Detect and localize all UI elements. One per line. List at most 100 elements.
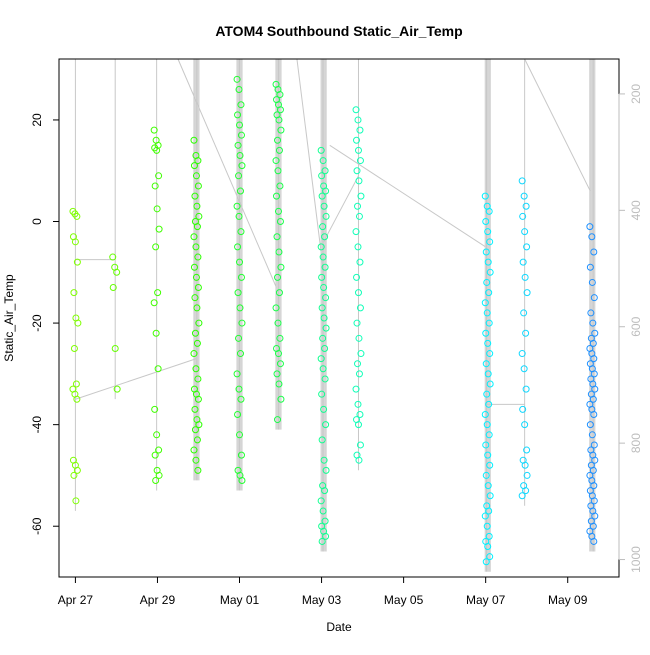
data-point	[192, 365, 200, 373]
data-point	[356, 304, 364, 312]
data-point	[274, 319, 282, 327]
data-point	[274, 207, 282, 215]
data-point	[352, 228, 360, 236]
data-point	[486, 380, 494, 388]
data-point	[191, 329, 199, 337]
data-point	[319, 507, 327, 515]
data-point	[589, 395, 597, 403]
data-point	[485, 289, 493, 297]
data-point	[73, 466, 81, 474]
data-point	[482, 441, 490, 449]
x-tick-label: May 01	[220, 593, 260, 607]
data-point	[155, 446, 163, 454]
data-point	[484, 228, 492, 236]
chart-title: ATOM4 Southbound Static_Air_Temp	[215, 23, 462, 39]
data-point	[520, 309, 528, 317]
data-point	[190, 263, 198, 271]
data-point	[482, 248, 490, 256]
y2-tick-label: 800	[629, 433, 643, 453]
data-point	[586, 263, 594, 271]
data-point	[193, 223, 201, 231]
data-point	[484, 482, 492, 490]
data-point	[590, 410, 598, 418]
data-point	[70, 344, 78, 352]
data-point	[151, 182, 159, 190]
data-point	[521, 461, 529, 469]
y2-tick-label: 1000	[629, 546, 643, 573]
data-point	[236, 350, 244, 358]
data-point	[190, 350, 198, 358]
data-point	[484, 451, 492, 459]
data-point	[486, 268, 494, 276]
data-point	[322, 294, 330, 302]
data-points	[69, 75, 599, 566]
x-tick-label: May 05	[384, 593, 424, 607]
data-point	[274, 273, 282, 281]
data-point	[484, 339, 492, 347]
data-point	[193, 339, 201, 347]
data-point	[356, 410, 364, 418]
data-point	[322, 532, 330, 540]
data-point	[518, 177, 526, 185]
data-point	[192, 456, 200, 464]
data-point	[590, 355, 598, 363]
data-point	[155, 172, 163, 180]
data-point	[318, 192, 326, 200]
data-point	[589, 339, 597, 347]
data-point	[590, 370, 598, 378]
data-point	[319, 365, 327, 373]
data-point	[235, 172, 243, 180]
data-point	[194, 157, 202, 165]
data-point	[190, 136, 198, 144]
flight-link	[323, 175, 359, 243]
data-point	[590, 248, 598, 256]
data-point	[73, 395, 81, 403]
data-point	[590, 497, 598, 505]
data-point	[319, 253, 327, 261]
data-point	[236, 151, 244, 159]
axes: Apr 27 Apr 29 May 01 May 03 May 05 May 07 May …	[30, 58, 643, 607]
data-point	[109, 284, 117, 292]
data-point	[238, 477, 246, 485]
x-axis-label: Date	[326, 620, 352, 634]
data-point	[237, 101, 245, 109]
data-point	[111, 344, 119, 352]
data-point	[191, 192, 199, 200]
flight-link	[524, 58, 591, 192]
data-point	[591, 385, 599, 393]
data-point	[190, 446, 198, 454]
data-point	[321, 517, 329, 525]
data-point	[586, 421, 594, 429]
data-point	[275, 380, 283, 388]
data-point	[151, 405, 159, 413]
data-point	[73, 212, 81, 220]
data-point	[70, 289, 78, 297]
data-point	[233, 370, 241, 378]
data-point	[321, 167, 329, 175]
data-point	[482, 329, 490, 337]
data-point	[236, 121, 244, 129]
data-point	[589, 466, 597, 474]
data-point	[523, 446, 531, 454]
data-point	[195, 319, 203, 327]
data-point	[590, 294, 598, 302]
data-point	[190, 233, 198, 241]
data-point	[72, 497, 80, 505]
data-point	[485, 431, 493, 439]
data-point	[356, 157, 364, 165]
data-point	[320, 314, 328, 322]
data-point	[486, 492, 494, 500]
data-point	[277, 263, 285, 271]
data-point	[192, 273, 200, 281]
data-point	[588, 431, 596, 439]
data-point	[484, 543, 492, 551]
data-point	[353, 319, 361, 327]
data-point	[109, 253, 117, 261]
data-point	[275, 146, 283, 154]
data-point	[276, 182, 284, 190]
data-point	[523, 471, 531, 479]
data-point	[318, 273, 326, 281]
data-point	[194, 466, 202, 474]
x-tick-label: May 03	[302, 593, 342, 607]
data-point	[353, 136, 361, 144]
